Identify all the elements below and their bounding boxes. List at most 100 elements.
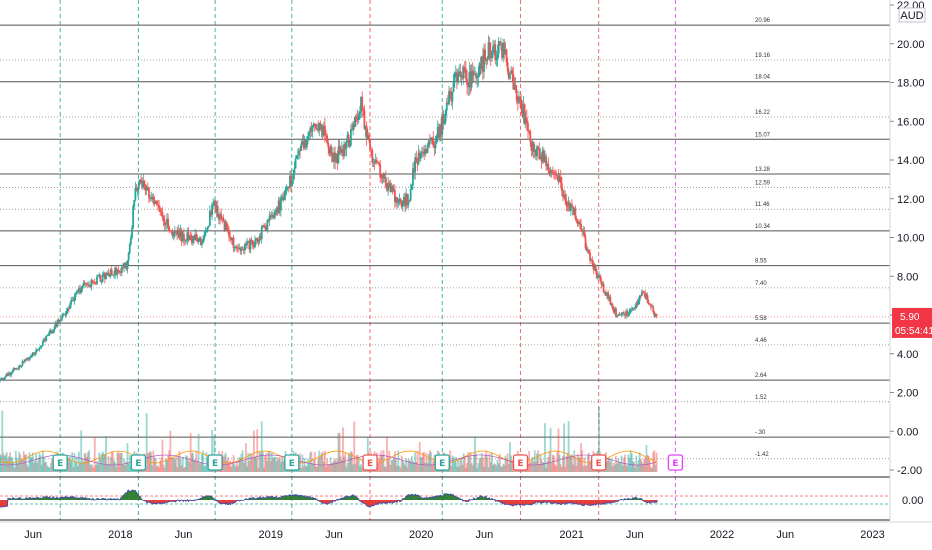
candle-body-133: [149, 197, 151, 200]
candle-body-206: [231, 237, 234, 240]
volume-bar-351: [395, 459, 397, 472]
countdown-value: 05:54:41: [895, 326, 932, 337]
earnings-badge-6: [512, 454, 529, 471]
volume-bar-34: [37, 457, 40, 472]
volume-bar-137: [153, 457, 156, 472]
volume-bar-494: [556, 450, 559, 472]
x-tick-label-8: Jun: [626, 529, 644, 541]
candle-body-368: [414, 157, 417, 173]
volume-bar-300: [337, 432, 340, 472]
earnings-marker-0[interactable]: E: [52, 454, 68, 471]
volume-bar-246: [276, 457, 279, 472]
candle-body-301: [338, 146, 341, 153]
candle-body-221: [248, 241, 251, 250]
volume-bar-168: [188, 461, 191, 472]
candle-body-373: [419, 152, 422, 159]
volume-bar-311: [349, 451, 352, 472]
volume-bar-346: [389, 464, 392, 472]
candle-body-100: [111, 274, 114, 276]
volume-bar-321: [361, 467, 364, 472]
volume-bar-81: [90, 463, 93, 472]
candle-body-229: [257, 240, 260, 242]
volume-bar-367: [413, 462, 415, 472]
candle-body-337: [379, 164, 382, 178]
volume-bar-67: [74, 462, 77, 472]
earnings-marker-8[interactable]: E: [667, 454, 684, 471]
candle-body-507: [571, 204, 573, 208]
candle-body-390: [439, 124, 441, 138]
earnings-marker-4[interactable]: E: [362, 454, 378, 471]
candle-body-463: [521, 108, 524, 117]
volume-bar-506: [569, 456, 572, 472]
volume-bar-347: [390, 459, 393, 472]
candle-body-543: [611, 304, 614, 310]
volume-bar-220: [247, 452, 250, 472]
candle-body-323: [363, 110, 366, 129]
candle-body-471: [530, 141, 533, 151]
volume-bar-477: [537, 450, 540, 472]
y-tick-label-7: 8.00: [897, 271, 918, 283]
candle-body-566: [637, 300, 640, 305]
volume-bar-345: [388, 450, 391, 472]
volume-bar-233: [261, 451, 264, 472]
volume-bar-371: [417, 465, 420, 472]
candle-body-50: [55, 323, 58, 327]
candle-body-139: [155, 201, 158, 205]
candle-body-468: [527, 123, 529, 131]
candle-body-564: [635, 302, 638, 308]
earnings-marker-5[interactable]: E: [434, 454, 450, 471]
candle-body-193: [216, 205, 219, 217]
candle-body-86: [96, 276, 98, 284]
volume-bar-352: [396, 465, 399, 472]
candle-body-258: [290, 175, 292, 186]
candle-body-290: [326, 135, 329, 143]
volume-bar-523: [589, 461, 591, 472]
candle-body-32: [35, 349, 38, 354]
time-axis[interactable]: Jun 2018 Jun 2019 Jun 2020 Jun 2021 Jun 2022 Jun 20…: [0, 521, 932, 541]
candle-body-225: [252, 244, 255, 248]
candle-body-104: [116, 270, 119, 275]
volume-bar-97: [108, 464, 111, 472]
volume-bar-270: [303, 457, 306, 472]
candle-body-571: [643, 292, 646, 294]
volume-bar-221: [248, 460, 251, 472]
earnings-marker-3[interactable]: E: [284, 454, 300, 471]
earnings-marker-6[interactable]: E: [512, 454, 529, 471]
earnings-marker-1[interactable]: E: [130, 454, 147, 471]
candle-body-190: [213, 201, 216, 204]
candle-body-215: [241, 249, 244, 250]
earnings-marker-2[interactable]: E: [207, 454, 223, 471]
candle-body-114: [127, 252, 130, 261]
candle-body-481: [541, 150, 544, 162]
candle-body-52: [57, 319, 60, 323]
volume-bar-355: [399, 467, 402, 472]
price-axis[interactable]: 22.0020.0018.0016.0014.0012.0010.008.006…: [889, 0, 926, 520]
volume-bar-448: [504, 455, 507, 472]
candle-body-2: [1, 378, 4, 379]
candle-body-454: [511, 70, 514, 75]
candle-body-362: [407, 200, 410, 205]
volume-bar-73: [81, 458, 84, 472]
volume-bar-160: [179, 458, 182, 472]
candle-body-353: [397, 202, 400, 204]
candle-body-160: [179, 230, 182, 238]
candle-body-274: [308, 132, 311, 137]
volume-bar-232: [260, 421, 263, 472]
candle-body-40: [44, 339, 47, 341]
candle-body-184: [206, 226, 209, 231]
volume-bar-79: [88, 450, 91, 472]
candle-body-250: [281, 196, 283, 198]
candle-body-349: [392, 189, 395, 192]
candle-body-168: [188, 235, 191, 241]
earnings-marker-7[interactable]: E: [591, 454, 607, 471]
volume-bar-228: [256, 429, 259, 472]
candle-body-358: [402, 196, 405, 206]
candle-body-431: [485, 59, 488, 61]
candle-body-307: [345, 141, 348, 149]
volume-bar-303: [340, 460, 343, 472]
earnings-badge-1: [130, 454, 147, 471]
candle-body-345: [388, 182, 391, 184]
candle-body-380: [427, 140, 430, 145]
